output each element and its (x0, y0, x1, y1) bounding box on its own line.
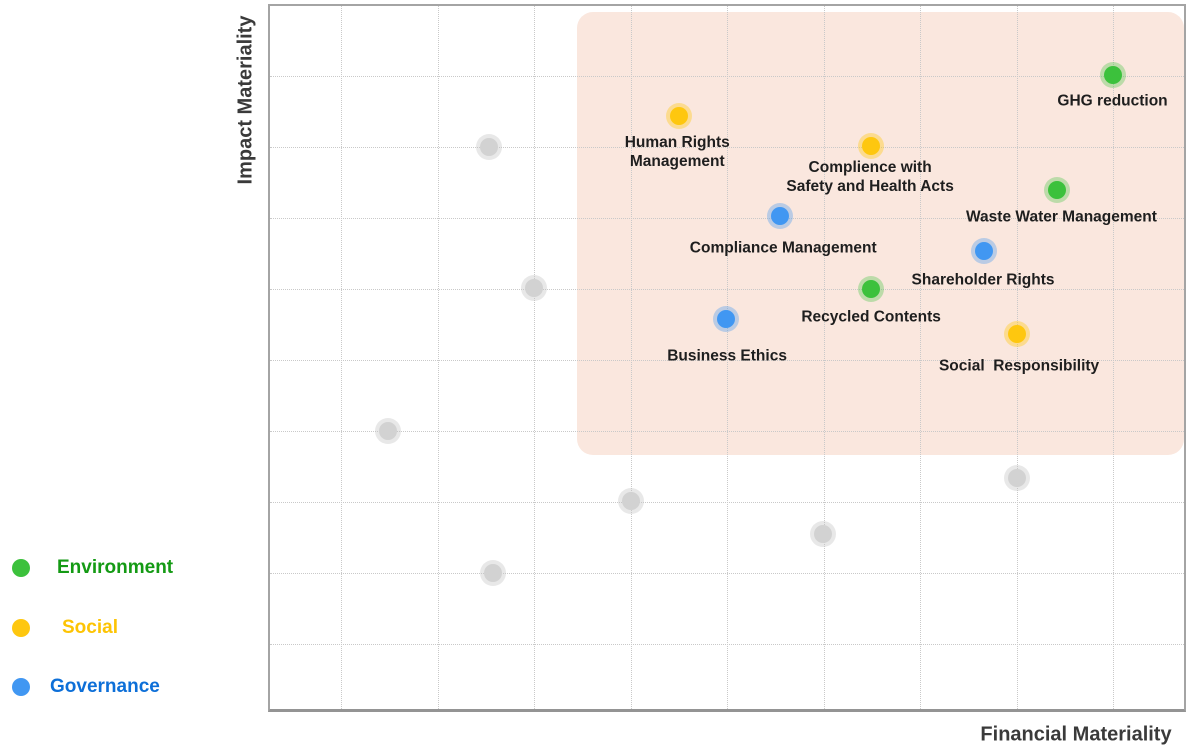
grid-line-horizontal (270, 288, 1184, 290)
data-point-label: Human Rights Management (624, 133, 730, 170)
grid-line-vertical (630, 6, 632, 709)
grid-line-vertical (1016, 6, 1018, 709)
data-point-label: Shareholder Rights (911, 271, 1055, 289)
y-axis-title: Impact Materiality (234, 15, 257, 185)
data-point-unlabeled (621, 492, 640, 511)
legend-dot-environment (12, 559, 30, 577)
legend-dot-governance (12, 678, 30, 696)
data-point-unlabeled (483, 564, 502, 583)
grid-line-vertical (823, 6, 825, 709)
grid-line-horizontal (270, 501, 1184, 503)
grid-line-horizontal (270, 572, 1184, 574)
data-point-social (1008, 324, 1027, 343)
grid-line-vertical (534, 6, 535, 709)
grid-line-horizontal (270, 359, 1184, 361)
data-point-social (670, 106, 689, 125)
plot-area (268, 4, 1186, 712)
data-point-environment (862, 280, 881, 299)
data-point-unlabeled (379, 421, 398, 440)
grid-line-vertical (727, 6, 728, 709)
grid-line-vertical (1113, 6, 1114, 709)
grid-line-horizontal (270, 75, 1184, 77)
data-point-label: Social Responsibility (938, 357, 1100, 375)
grid-line-horizontal (270, 146, 1184, 148)
data-point-label: GHG reduction (1057, 92, 1168, 110)
data-point-governance (717, 310, 736, 329)
data-point-environment (1048, 181, 1067, 200)
data-point-unlabeled (480, 138, 499, 157)
grid-line-vertical (437, 6, 439, 709)
data-point-environment (1103, 65, 1122, 84)
data-point-label: Business Ethics (667, 347, 787, 365)
legend-label-environment: Environment (57, 557, 174, 578)
data-point-label: Complience with Safety and Health Acts (786, 159, 954, 196)
data-point-unlabeled (525, 278, 544, 297)
grid-line-vertical (920, 6, 921, 709)
grid-line-vertical (341, 6, 342, 709)
legend-label-social: Social (62, 617, 118, 638)
grid-line-horizontal (270, 643, 1184, 645)
legend-dot-social (12, 619, 30, 637)
x-axis-title: Financial Materiality (980, 723, 1172, 746)
data-point-label: Waste Water Management (966, 208, 1157, 226)
grid-line-horizontal (270, 430, 1184, 432)
data-point-unlabeled (1008, 468, 1027, 487)
data-point-label: Compliance Management (689, 239, 877, 257)
grid-line-horizontal (270, 217, 1184, 219)
legend-label-governance: Governance (50, 676, 160, 697)
data-point-label: Recycled Contents (801, 308, 941, 326)
priority-highlight-region (577, 12, 1184, 455)
data-point-social (862, 137, 881, 156)
data-point-governance (771, 207, 790, 226)
data-point-unlabeled (814, 525, 833, 544)
data-point-governance (975, 242, 994, 261)
